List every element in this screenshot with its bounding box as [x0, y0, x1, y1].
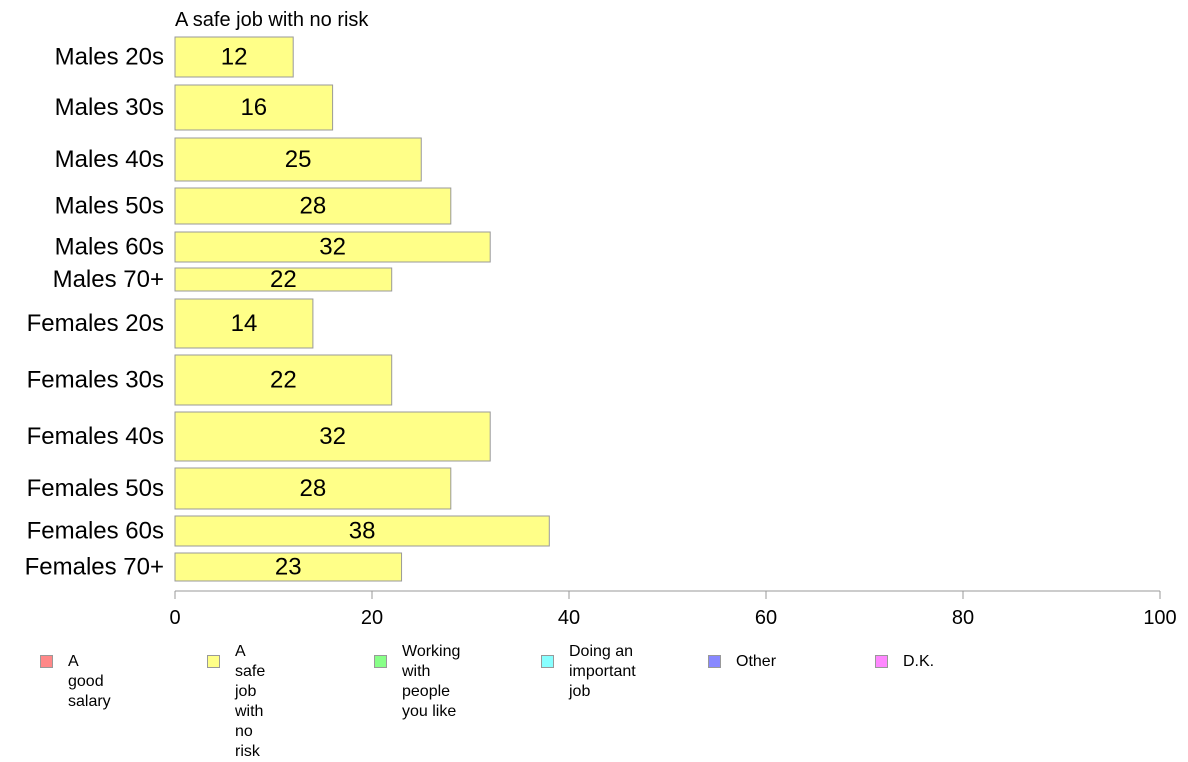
bar-value-label: 28 [300, 193, 327, 220]
legend-swatch [875, 655, 888, 668]
bar [174, 354, 393, 406]
x-axis: 0 20 40 60 80 100 [169, 590, 1177, 629]
bar [174, 552, 403, 582]
bar-chart: A safe job with no risk Males 20s 12Males… [25, 9, 1177, 629]
x-tick-label: 0 [169, 607, 180, 629]
bar [174, 84, 334, 131]
bar [174, 298, 314, 349]
legend-label: Other [736, 653, 777, 670]
legend-label: A good salary [68, 653, 111, 710]
bar-value-label: 23 [275, 554, 302, 581]
bar [174, 515, 550, 547]
bar [174, 187, 452, 225]
bar-value-label: 38 [349, 518, 376, 545]
category-label: Males 60s [55, 234, 164, 261]
category-label: Males 70+ [53, 266, 164, 293]
legend-label: Doing an important job [569, 643, 636, 700]
legend-label: D.K. [903, 653, 935, 670]
bar [174, 267, 393, 292]
chart-title: A safe job with no risk [175, 9, 369, 31]
category-label: Females 70+ [25, 554, 164, 581]
bar-value-label: 14 [231, 310, 258, 337]
bar [174, 36, 294, 78]
bar-value-label: 28 [300, 475, 327, 502]
legend: A good salary A safe job with no risk Work… [0, 638, 1188, 760]
x-tick-label: 20 [361, 607, 383, 629]
bar-value-label: 25 [285, 146, 312, 173]
category-label: Males 30s [55, 94, 164, 121]
bar-value-label: 12 [221, 44, 248, 71]
bar-value-label: 32 [319, 234, 346, 261]
legend-swatch [207, 655, 220, 668]
legend-label: A safe job with no risk [235, 643, 266, 760]
category-label: Females 50s [27, 475, 164, 502]
category-label: Females 30s [27, 367, 164, 394]
x-tick-label: 100 [1143, 607, 1176, 629]
bar [174, 231, 491, 263]
legend-swatch [708, 655, 721, 668]
category-label: Males 20s [55, 44, 164, 71]
bar [174, 467, 452, 510]
legend-swatch [374, 655, 387, 668]
category-label: Males 40s [55, 146, 164, 173]
bar [174, 411, 491, 462]
category-label: Males 50s [55, 193, 164, 220]
legend-swatch [40, 655, 53, 668]
x-tick-label: 40 [558, 607, 580, 629]
bar-value-label: 16 [240, 94, 267, 121]
x-tick-label: 80 [952, 607, 974, 629]
legend-swatch [541, 655, 554, 668]
category-label: Females 20s [27, 310, 164, 337]
bar-value-label: 22 [270, 266, 297, 293]
bar-value-label: 32 [319, 423, 346, 450]
bars-group: Males 20s 12 Males 30s 16 Males 40s 25 Males 5… [25, 36, 550, 582]
x-tick-label: 60 [755, 607, 777, 629]
bar [174, 137, 422, 182]
legend-label: Working with people you like [402, 643, 461, 720]
category-label: Females 60s [27, 518, 164, 545]
bar-value-label: 22 [270, 367, 297, 394]
category-label: Females 40s [27, 423, 164, 450]
